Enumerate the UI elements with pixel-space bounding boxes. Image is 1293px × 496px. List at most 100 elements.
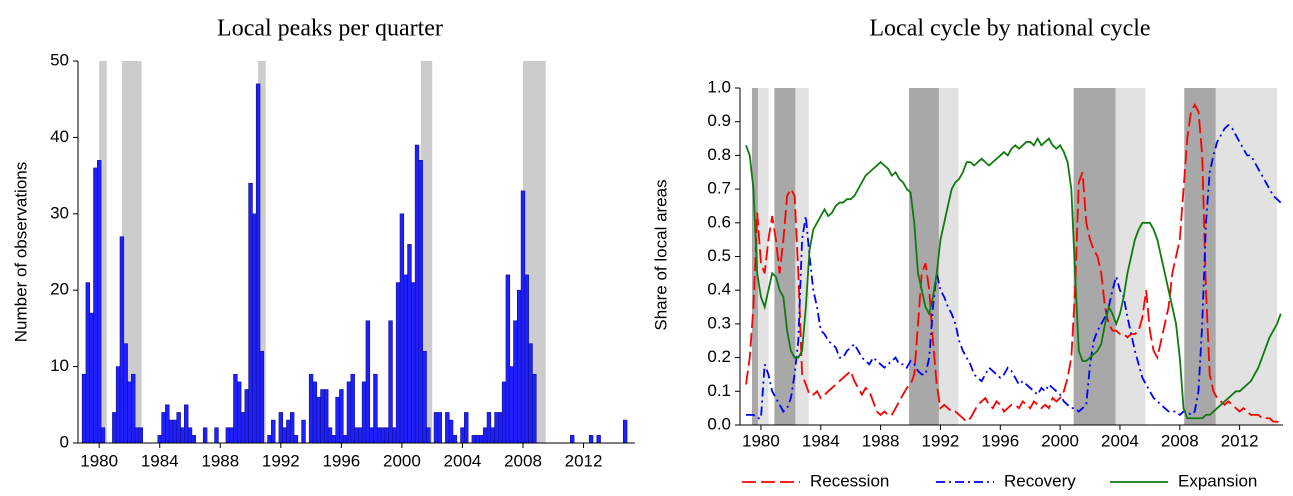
x-tick-label: 1988 xyxy=(201,451,239,470)
bar xyxy=(358,427,363,444)
legend-label: Expansion xyxy=(1178,471,1257,490)
bar xyxy=(316,396,321,444)
bar xyxy=(445,412,450,444)
shaded-band xyxy=(420,61,433,443)
bar xyxy=(524,274,529,444)
bar xyxy=(479,435,484,444)
x-tick-label: 2008 xyxy=(504,451,542,470)
bar xyxy=(85,282,91,444)
bar xyxy=(248,182,253,444)
y-tick-label: 0.2 xyxy=(707,347,731,366)
x-tick-label: 1980 xyxy=(742,431,780,450)
bar xyxy=(161,412,166,444)
y-tick-label: 0 xyxy=(60,432,69,451)
bar xyxy=(184,404,189,444)
x-tick-label: 1996 xyxy=(981,431,1019,450)
bar xyxy=(414,144,420,444)
bar xyxy=(112,412,117,444)
y-tick-label: 0.1 xyxy=(707,381,731,400)
bar xyxy=(259,351,265,444)
bar xyxy=(119,236,125,444)
bar xyxy=(339,389,344,444)
bar xyxy=(100,427,106,444)
x-tick-label: 1984 xyxy=(141,451,179,470)
y-tick-label: 0.4 xyxy=(707,280,731,299)
bar xyxy=(127,381,132,444)
y-tick-label: 20 xyxy=(50,280,69,299)
bar xyxy=(411,282,416,444)
x-tick-label: 1996 xyxy=(322,451,360,470)
bar xyxy=(244,389,249,444)
bar xyxy=(532,373,537,444)
bar xyxy=(437,412,442,444)
bar xyxy=(482,427,488,444)
bar xyxy=(513,320,518,444)
bar xyxy=(505,274,511,444)
bar xyxy=(93,167,98,444)
shaded-band-dark xyxy=(909,88,939,425)
bar xyxy=(528,343,533,444)
bar xyxy=(475,435,480,444)
chart-title: Local peaks per quarter xyxy=(217,16,443,42)
bar xyxy=(490,427,495,444)
legend-label: Recovery xyxy=(1004,471,1076,490)
y-tick-label: 0.0 xyxy=(707,414,731,433)
series-line xyxy=(745,136,1282,420)
bar xyxy=(89,312,94,444)
bar xyxy=(233,373,238,444)
bar xyxy=(327,427,333,444)
bar xyxy=(81,373,87,444)
x-tick-label: 1988 xyxy=(862,431,900,450)
y-tick-label: 40 xyxy=(50,127,69,146)
x-tick-label: 1992 xyxy=(262,451,300,470)
x-tick-label: 1984 xyxy=(802,431,840,450)
y-axis-label: Share of local areas xyxy=(651,179,670,330)
bar xyxy=(324,389,329,444)
shaded-band-dark xyxy=(751,88,758,425)
bar xyxy=(365,320,371,444)
x-tick-label: 1992 xyxy=(922,431,960,450)
bar xyxy=(498,412,503,444)
bar xyxy=(354,427,359,444)
y-tick-label: 0.7 xyxy=(707,179,731,198)
y-tick-label: 0.9 xyxy=(707,111,731,130)
bar xyxy=(403,274,408,444)
bar xyxy=(384,427,389,444)
shaded-band xyxy=(99,61,107,443)
bar xyxy=(172,419,178,444)
bar xyxy=(138,427,144,444)
bar xyxy=(486,412,492,444)
shaded-band-dark xyxy=(774,88,796,425)
bar xyxy=(452,435,458,444)
x-tick-label: 2012 xyxy=(565,451,603,470)
bar xyxy=(369,427,374,444)
bar xyxy=(320,389,325,444)
bar xyxy=(399,213,405,444)
bar xyxy=(509,366,514,444)
bar xyxy=(115,366,121,444)
bar xyxy=(422,351,427,444)
bar xyxy=(471,435,476,444)
bar xyxy=(191,435,196,444)
x-tick-label: 2008 xyxy=(1161,431,1199,450)
bar xyxy=(252,213,257,444)
bar xyxy=(346,381,352,444)
series-line xyxy=(745,102,1282,425)
bar xyxy=(134,427,140,444)
bar xyxy=(123,343,128,444)
bar xyxy=(165,404,170,444)
bar xyxy=(282,427,287,444)
bar xyxy=(176,412,181,444)
bar xyxy=(237,381,242,444)
bar xyxy=(596,435,601,444)
bar xyxy=(361,381,367,444)
x-tick-label: 2004 xyxy=(444,451,482,470)
bar xyxy=(157,435,162,444)
chart-title: Local cycle by national cycle xyxy=(869,16,1150,42)
bar xyxy=(335,396,340,444)
bar xyxy=(388,320,393,444)
bar xyxy=(342,435,348,444)
bar xyxy=(407,244,412,444)
bar xyxy=(312,381,318,444)
